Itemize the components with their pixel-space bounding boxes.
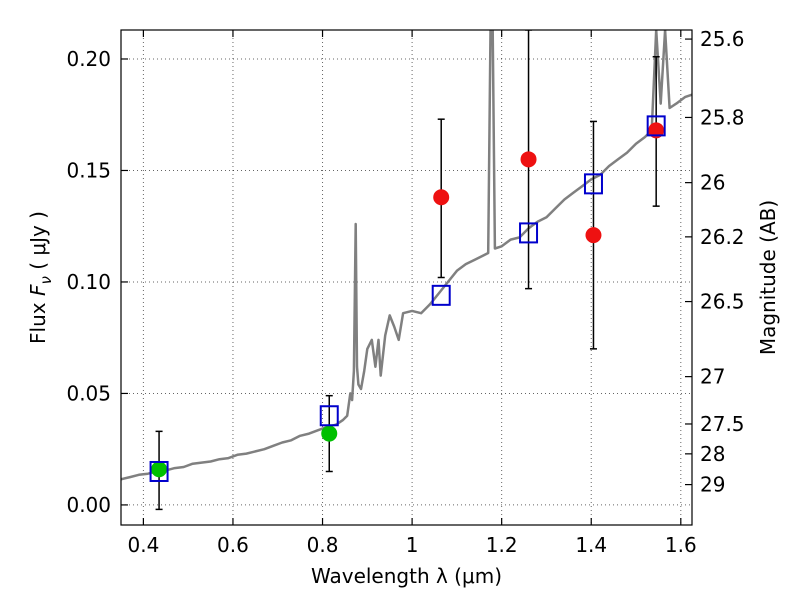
right-tick-label: 26.2 [700, 225, 745, 249]
right-axis-title: Magnitude (AB) [756, 200, 780, 355]
error-bars [155, 30, 660, 511]
x-tick-label: 1 [406, 533, 419, 557]
y-tick-label: 0.15 [66, 158, 111, 182]
x-tick-label: 1.2 [486, 533, 518, 557]
right-tick-label: 29 [700, 473, 725, 497]
y-tick-label: 0.20 [66, 47, 111, 71]
data-point-circle [321, 425, 338, 442]
right-tick-label: 26 [700, 171, 725, 195]
right-tick-label: 27.5 [700, 412, 745, 436]
template-spectrum-line [121, 30, 692, 481]
x-tick-label: 0.6 [217, 533, 249, 557]
y-axis-title: Flux Fν ( μJy ) [26, 211, 55, 344]
y-tick-label: 0.00 [66, 493, 111, 517]
data-point-circle [151, 461, 168, 478]
data-point-circle [520, 151, 537, 168]
data-point-square [583, 173, 603, 195]
right-tick-label: 27 [700, 365, 725, 389]
data-markers [149, 115, 666, 482]
right-tick-label: 25.6 [700, 27, 745, 51]
x-tick-label: 0.4 [127, 533, 159, 557]
data-point-square [431, 284, 451, 306]
data-point-circle [433, 189, 450, 206]
data-point-square [519, 222, 539, 244]
plot-frame [120, 29, 693, 526]
right-tick-label: 28 [700, 442, 725, 466]
right-tick-label: 26.5 [700, 290, 745, 314]
y-tick-label: 0.10 [66, 270, 111, 294]
data-point-square [149, 460, 169, 482]
x-tick-label: 1.6 [665, 533, 697, 557]
x-tick-label: 1.4 [575, 533, 607, 557]
x-tick-label: 0.8 [307, 533, 339, 557]
right-tick-label: 25.8 [700, 105, 745, 129]
data-point-circle [585, 227, 602, 244]
x-axis-title: Wavelength λ (μm) [311, 564, 502, 588]
grid-lines [121, 30, 692, 525]
data-point-square [319, 405, 339, 427]
y-tick-label: 0.05 [66, 381, 111, 405]
axis-ticks: 0.4 0.6 0.8 1 1.2 1.4 1.6 0.00 0.05 0.10 0.15 0.20 2… [66, 27, 744, 557]
data-point-square [646, 115, 666, 137]
template-spectrum [121, 30, 692, 481]
